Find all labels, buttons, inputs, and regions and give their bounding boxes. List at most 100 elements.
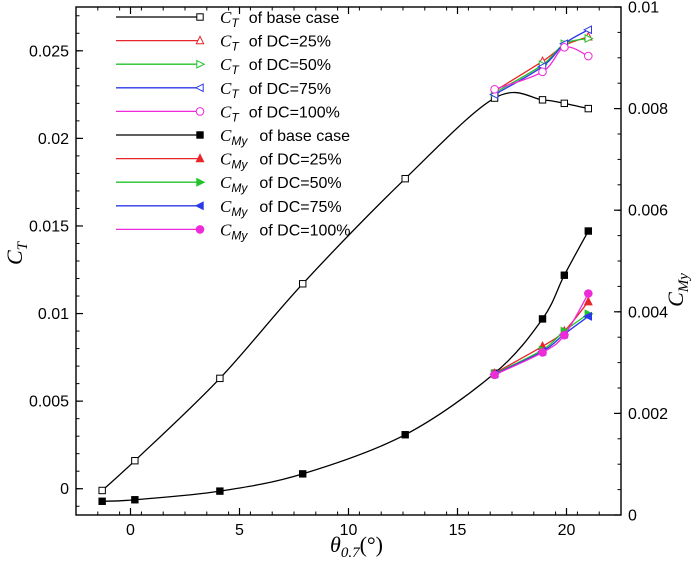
legend-item-0: CT of base case	[116, 8, 340, 30]
legend-subscript: T	[231, 63, 240, 77]
data-point	[216, 374, 224, 383]
y-right-tick-label: 0	[628, 508, 637, 525]
legend-label: CMy of DC=25%	[220, 150, 342, 172]
series-line	[494, 301, 589, 374]
legend-item-5: CMy of base case	[116, 126, 350, 148]
legend-subscript: My	[231, 181, 248, 195]
legend-subscript: My	[231, 228, 248, 242]
marker-triangle-up	[195, 35, 205, 45]
data-point	[584, 34, 594, 44]
data-point	[131, 496, 139, 504]
data-point	[538, 96, 547, 104]
legend-subscript: My	[231, 134, 248, 148]
legend-suffix: of DC=50%	[249, 57, 331, 74]
data-point	[538, 67, 547, 77]
marker-square	[196, 131, 204, 139]
y-left-tick-label: 0.005	[29, 394, 69, 411]
marker-triangle-right	[196, 177, 206, 187]
legend-item-8: CMy of DC=75%	[116, 197, 342, 219]
series-line	[102, 230, 589, 502]
y-right-axis-title: CMy	[663, 273, 692, 307]
legend-item-3: CT of DC=75%	[116, 79, 331, 101]
x-tick-label: 20	[558, 522, 576, 539]
data-point	[560, 99, 569, 108]
legend-subscript: My	[231, 205, 248, 219]
y-left-tick-label: 0.015	[29, 218, 69, 235]
legend-label: CT of DC=75%	[220, 79, 331, 101]
data-point	[560, 42, 569, 52]
y-left-tick-label: 0.02	[38, 131, 69, 148]
legend-suffix: of DC=100%	[249, 104, 340, 121]
y-left-tick-label: 0	[60, 481, 69, 498]
legend-suffix: of DC=25%	[249, 34, 331, 51]
legend-item-9: CMy of DC=100%	[116, 220, 351, 242]
legend-symbol: C	[220, 150, 232, 169]
marker-triangle-left	[194, 201, 204, 211]
x-tick-label: 5	[235, 522, 244, 539]
series-line	[494, 293, 589, 376]
y-left-tick-label: 0.025	[29, 43, 69, 60]
data-point	[131, 456, 139, 465]
legend-suffix: of DC=75%	[259, 199, 341, 216]
legend-label: CMy of DC=100%	[220, 220, 351, 242]
data-series	[98, 25, 594, 505]
legend-subscript: My	[231, 158, 248, 172]
data-point	[216, 487, 224, 495]
x-tick-label: 10	[340, 522, 358, 539]
data-point	[583, 296, 593, 306]
y-right-tick-label: 0.006	[628, 203, 668, 220]
legend-label: CMy of DC=75%	[220, 197, 342, 219]
series-line	[101, 91, 589, 491]
series-4	[490, 42, 593, 94]
marker-triangle-left	[194, 83, 204, 93]
data-point	[582, 311, 592, 321]
x-axis-title: θ0.7(°)	[330, 532, 383, 561]
legend-item-2: CT of DC=50%	[116, 55, 331, 77]
legend-subscript: T	[231, 87, 240, 101]
legend-suffix: of DC=25%	[259, 152, 341, 169]
legend-subscript: T	[231, 40, 240, 54]
y-right-tick-label: 0.004	[628, 304, 668, 321]
data-point	[490, 85, 499, 94]
legend-item-1: CT of DC=25%	[116, 32, 331, 54]
legend-subscript: T	[231, 110, 240, 124]
legend-symbol: C	[220, 8, 232, 27]
data-point	[584, 289, 593, 298]
legend-label: CT of DC=25%	[220, 32, 331, 54]
legend-symbol: C	[220, 32, 232, 51]
data-point	[98, 497, 106, 505]
marker-circle	[195, 107, 205, 116]
data-point	[584, 227, 592, 235]
data-point	[584, 104, 592, 113]
data-point	[538, 348, 547, 357]
data-point	[490, 370, 499, 380]
legend-subscript: T	[231, 16, 240, 30]
legend-item-4: CT of DC=100%	[116, 102, 340, 124]
data-point	[582, 25, 592, 35]
series-line	[494, 37, 589, 94]
data-point	[401, 174, 409, 183]
legend-suffix: of base case	[249, 10, 340, 27]
y-right-tick-label: 0.002	[628, 406, 668, 423]
y-left-tick-label: 0.01	[38, 306, 69, 323]
legend-suffix: of DC=75%	[249, 81, 331, 98]
data-point	[401, 431, 409, 439]
legend-suffix: of base case	[259, 128, 350, 145]
legend-symbol: C	[220, 197, 232, 216]
legend-suffix: of DC=100%	[259, 222, 350, 239]
legend-item-7: CMy of DC=50%	[116, 173, 342, 195]
data-point	[299, 470, 307, 478]
data-point	[98, 486, 106, 495]
y-right-tick-label: 0.008	[628, 101, 668, 118]
marker-triangle-right	[196, 59, 206, 69]
data-point	[560, 271, 569, 279]
data-point	[560, 330, 569, 340]
legend-symbol: C	[220, 220, 232, 239]
data-point	[584, 51, 593, 61]
data-point	[538, 315, 547, 323]
legend-symbol: C	[220, 102, 232, 121]
series-line	[494, 315, 589, 375]
axis-ticks: 0 5 10 15 20 0 0.005 0.01 0.015 0.02 0.025 0 0.002 0.…	[29, 0, 668, 539]
legend-symbol: C	[220, 173, 232, 192]
